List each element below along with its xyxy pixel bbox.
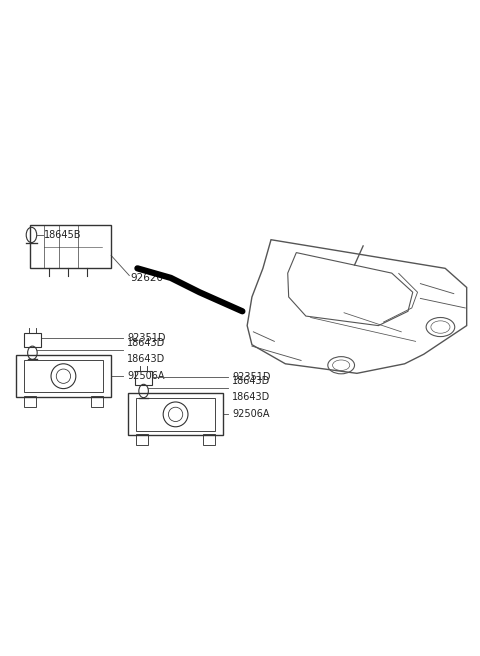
Bar	[24, 360, 103, 392]
Bar	[24, 333, 41, 347]
Text: 18643D: 18643D	[127, 354, 165, 364]
Text: 92620: 92620	[130, 273, 163, 283]
Bar	[16, 355, 111, 397]
Bar	[136, 398, 215, 430]
Bar	[91, 396, 103, 407]
Text: 18643D: 18643D	[127, 338, 165, 348]
Bar	[136, 434, 148, 445]
Text: 18643D: 18643D	[232, 377, 270, 386]
Text: 92506A: 92506A	[127, 371, 164, 381]
Bar	[128, 394, 223, 436]
Text: 18643D: 18643D	[232, 392, 270, 402]
Text: 92506A: 92506A	[232, 409, 269, 419]
Text: 92351D: 92351D	[232, 372, 270, 382]
Text: 18645B: 18645B	[44, 230, 82, 240]
Bar	[30, 226, 111, 268]
Bar	[24, 396, 36, 407]
Bar	[135, 371, 152, 385]
Bar	[203, 434, 215, 445]
Text: 92351D: 92351D	[127, 333, 166, 344]
